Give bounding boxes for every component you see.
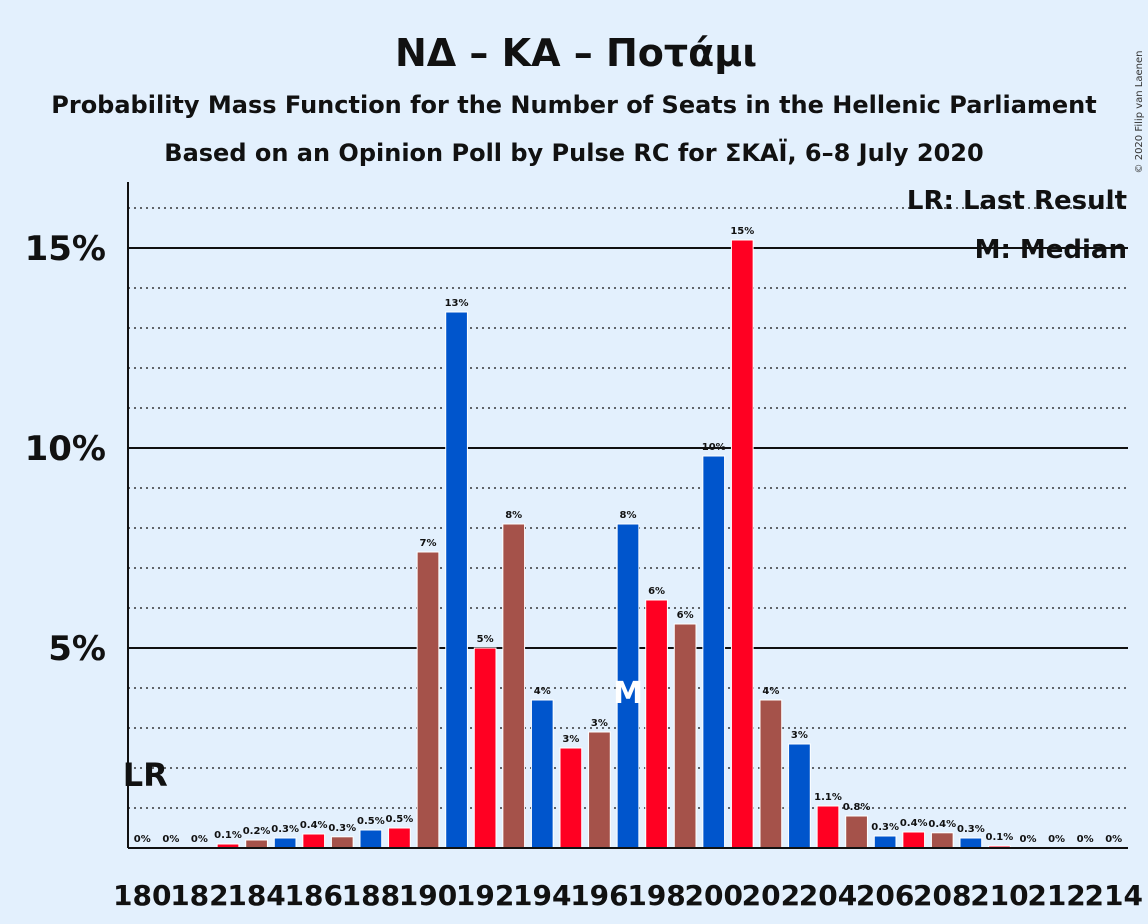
copyright-notice: © 2020 Filip van Laenen bbox=[1134, 51, 1145, 174]
bar-seat-198 bbox=[645, 599, 668, 849]
x-tick-label: 180 bbox=[113, 879, 171, 912]
bar-label-seat-199: 6% bbox=[677, 610, 694, 621]
bar-label-seat-210: 0.1% bbox=[986, 832, 1014, 843]
x-tick-label: 204 bbox=[799, 879, 857, 912]
chart-title: ΝΔ – ΚΑ – Ποτάμι bbox=[395, 31, 757, 75]
x-tick-label: 190 bbox=[399, 879, 457, 912]
x-tick-label: 200 bbox=[684, 879, 742, 912]
bar-seat-199 bbox=[673, 623, 697, 849]
y-tick-label: 15% bbox=[25, 229, 106, 269]
bar-seat-208 bbox=[930, 832, 954, 849]
bar-seat-186 bbox=[302, 833, 326, 849]
bar-label-seat-183: 0.1% bbox=[214, 830, 242, 841]
x-tick-label: 182 bbox=[170, 879, 228, 912]
bar-label-seat-200: 10% bbox=[702, 442, 726, 453]
bar-seat-190 bbox=[416, 551, 440, 849]
bar-label-seat-207: 0.4% bbox=[900, 818, 928, 829]
chart-subtitle-2: Based on an Opinion Poll by Pulse RC for… bbox=[164, 138, 983, 167]
bar-seat-184 bbox=[245, 839, 268, 849]
bar-label-seat-185: 0.3% bbox=[271, 824, 299, 835]
bar-label-seat-180: 0% bbox=[134, 834, 151, 845]
bar-label-seat-192: 5% bbox=[477, 634, 494, 645]
bar-label-seat-184: 0.2% bbox=[243, 826, 271, 837]
x-tick-label: 192 bbox=[456, 879, 514, 912]
x-tick-label: 202 bbox=[742, 879, 800, 912]
bar-label-seat-195: 3% bbox=[562, 734, 579, 745]
x-tick-label: 210 bbox=[970, 879, 1028, 912]
bar-label-seat-182: 0% bbox=[191, 834, 208, 845]
x-tick-label: 208 bbox=[913, 879, 971, 912]
bar-label-seat-190: 7% bbox=[420, 538, 437, 549]
bar-seat-193 bbox=[502, 523, 526, 849]
bar-seat-196 bbox=[588, 731, 611, 849]
x-tick-label: 198 bbox=[627, 879, 685, 912]
bar-label-seat-208: 0.4% bbox=[928, 819, 956, 830]
bar-seat-201 bbox=[730, 239, 754, 849]
y-tick-label: 5% bbox=[48, 629, 106, 669]
x-tick-label: 212 bbox=[1027, 879, 1085, 912]
bar-seat-204 bbox=[816, 805, 840, 849]
bar-seat-192 bbox=[473, 647, 497, 849]
x-tick-label: 196 bbox=[570, 879, 628, 912]
bar-seat-202 bbox=[759, 699, 783, 849]
x-tick-label: 194 bbox=[513, 879, 571, 912]
y-tick-label: 10% bbox=[25, 429, 106, 469]
bar-seat-206 bbox=[873, 835, 897, 849]
bar-label-seat-186: 0.4% bbox=[300, 820, 328, 831]
bar-seat-209 bbox=[959, 837, 983, 849]
x-tick-labels: 1801821841861881901921941961982002022042… bbox=[113, 879, 1143, 912]
bar-seat-187 bbox=[330, 836, 354, 849]
x-tick-label: 214 bbox=[1084, 879, 1142, 912]
legend-median: M: Median bbox=[975, 235, 1127, 265]
legend-last-result: LR: Last Result bbox=[907, 186, 1127, 216]
bars-group bbox=[216, 239, 1011, 849]
bar-label-seat-203: 3% bbox=[791, 730, 808, 741]
bar-label-seat-204: 1.1% bbox=[814, 792, 842, 803]
bar-label-seat-196: 3% bbox=[591, 718, 608, 729]
bar-seat-185 bbox=[273, 837, 297, 849]
bar-label-seat-209: 0.3% bbox=[957, 824, 985, 835]
bar-label-seat-202: 4% bbox=[762, 686, 779, 697]
x-tick-label: 184 bbox=[227, 879, 285, 912]
last-result-marker: LR bbox=[123, 756, 168, 794]
bar-labels-group: 0% 0% 0% 0.1% 0.2% 0.3% 0.4% 0.3%0.5% 0.5%7%13%5… bbox=[134, 226, 1122, 845]
median-marker: M bbox=[613, 676, 643, 711]
bar-seat-191 bbox=[445, 311, 468, 849]
x-tick-label: 188 bbox=[342, 879, 400, 912]
chart-subtitle-1: Probability Mass Function for the Number… bbox=[51, 91, 1096, 119]
bar-label-seat-193: 8% bbox=[505, 510, 522, 521]
bar-label-seat-201: 15% bbox=[730, 226, 754, 237]
bar-seat-194 bbox=[530, 699, 554, 849]
bar-seat-195 bbox=[559, 747, 583, 849]
bar-seat-203 bbox=[788, 743, 811, 849]
bar-seat-188 bbox=[359, 829, 383, 849]
bar-label-seat-189: 0.5% bbox=[386, 814, 414, 825]
y-tick-labels: 5% 10% 15% bbox=[25, 229, 106, 669]
bar-seat-207 bbox=[902, 831, 926, 849]
x-tick-label: 206 bbox=[856, 879, 914, 912]
bar-label-seat-198: 6% bbox=[648, 586, 665, 597]
bar-label-seat-181: 0% bbox=[162, 834, 179, 845]
bar-label-seat-212: 0% bbox=[1048, 834, 1065, 845]
bar-label-seat-194: 4% bbox=[534, 686, 551, 697]
bar-label-seat-197: 8% bbox=[620, 510, 637, 521]
bar-label-seat-191: 13% bbox=[445, 298, 469, 309]
bar-label-seat-187: 0.3% bbox=[328, 823, 356, 834]
bar-label-seat-213: 0% bbox=[1077, 834, 1094, 845]
bar-label-seat-205: 0.8% bbox=[843, 802, 871, 813]
bar-seat-200 bbox=[702, 455, 726, 849]
x-tick-label: 186 bbox=[284, 879, 342, 912]
bar-seat-189 bbox=[388, 827, 411, 849]
bar-label-seat-206: 0.3% bbox=[871, 822, 899, 833]
bar-label-seat-214: 0% bbox=[1105, 834, 1122, 845]
bar-label-seat-211: 0% bbox=[1020, 834, 1037, 845]
bar-seat-205 bbox=[845, 815, 868, 849]
bar-label-seat-188: 0.5% bbox=[357, 816, 385, 827]
